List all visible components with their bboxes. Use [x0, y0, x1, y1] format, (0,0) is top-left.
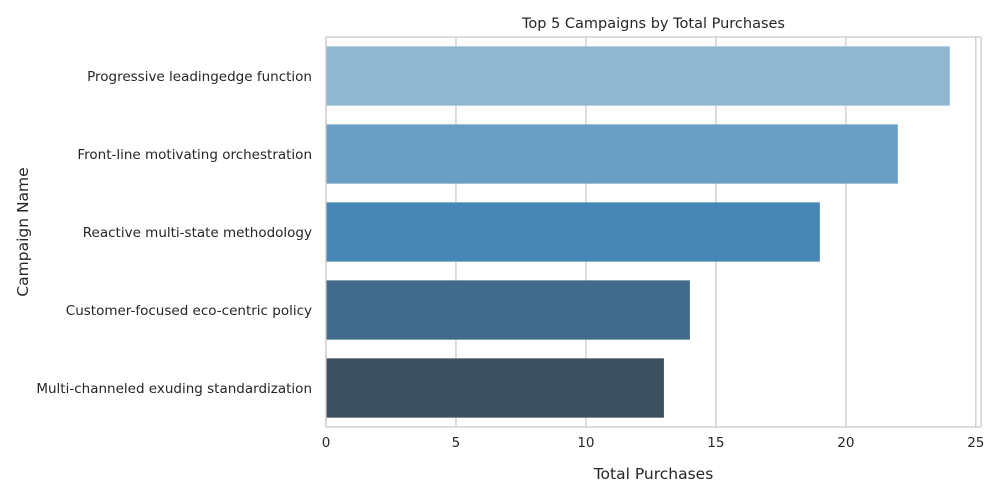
chart-title: Top 5 Campaigns by Total Purchases	[521, 16, 785, 32]
bars	[326, 46, 950, 418]
x-tick-label-3: 15	[707, 435, 724, 451]
y-tick-label-5: Multi-channeled exuding standardization	[36, 381, 312, 397]
x-tick-labels: 0 5 10 15 20 25	[322, 435, 985, 451]
y-tick-label-3: Reactive multi-state methodology	[83, 225, 312, 241]
x-tick-label-0: 0	[322, 435, 331, 451]
bar-5	[326, 358, 664, 418]
bar-3	[326, 202, 820, 262]
y-axis-label: Campaign Name	[14, 167, 32, 296]
y-tick-label-1: Progressive leadingedge function	[87, 69, 312, 85]
x-tick-label-1: 5	[452, 435, 461, 451]
y-tick-label-4: Customer-focused eco-centric policy	[66, 303, 312, 319]
y-tick-labels: Progressive leadingedge function Front-li…	[36, 69, 312, 397]
bar-4	[326, 280, 690, 340]
bar-2	[326, 124, 898, 184]
y-tick-label-2: Front-line motivating orchestration	[77, 147, 312, 163]
bar-1	[326, 46, 950, 106]
x-tick-label-4: 20	[837, 435, 854, 451]
x-axis-label: Total Purchases	[593, 465, 714, 483]
x-tick-label-5: 25	[967, 435, 984, 451]
plot-frame	[325, 36, 982, 428]
x-tick-label-2: 10	[577, 435, 594, 451]
